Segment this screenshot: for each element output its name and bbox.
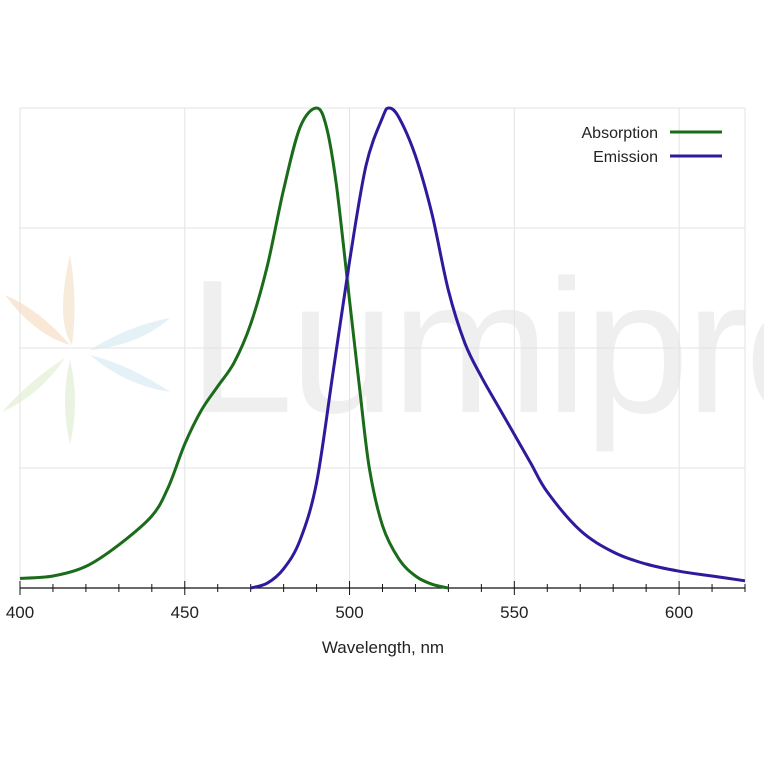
x-tick-label: 400	[6, 603, 34, 622]
series-line-emission	[250, 106, 746, 590]
axes: 400 450 500 550 600	[6, 581, 746, 622]
x-tick-label: 600	[665, 603, 693, 622]
lumiprobe-logo-watermark: Lumiprobe	[2, 241, 764, 453]
grid	[19, 107, 746, 588]
x-tick-label: 500	[335, 603, 363, 622]
legend-label-absorption: Absorption	[582, 125, 659, 142]
series-line-absorption	[19, 106, 449, 590]
series-group	[19, 106, 746, 590]
star-logo-icon	[2, 255, 170, 445]
x-axis-label: Wavelength, nm	[322, 638, 444, 657]
watermark-text: Lumiprobe	[188, 241, 764, 453]
x-tick-label: 450	[171, 603, 199, 622]
legend-label-emission: Emission	[593, 149, 658, 166]
legend: Absorption Emission	[582, 125, 722, 166]
x-tick-label: 550	[500, 603, 528, 622]
